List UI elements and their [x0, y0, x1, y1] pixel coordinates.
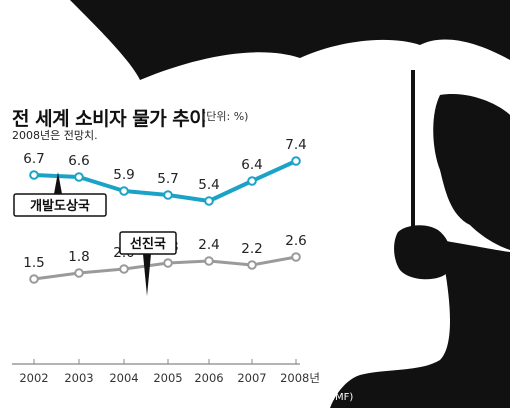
x-tick-label-2008년: 2008년	[280, 371, 320, 385]
data-point-1-4	[204, 256, 214, 266]
data-point-0-6	[291, 156, 301, 166]
person-hand	[394, 225, 452, 280]
developing-label-pointer	[54, 172, 62, 194]
umbrella-shaft	[411, 70, 415, 270]
data-point-0-4	[204, 196, 214, 206]
developing-series-name: 개발도상국	[30, 198, 90, 214]
developing-label-box	[13, 193, 107, 217]
data-label-0-0: 6.7	[23, 151, 44, 167]
forecast-note: 2008년은 전망치.	[12, 129, 98, 142]
data-label-0-2: 5.9	[113, 167, 134, 183]
data-label-1-0: 1.5	[23, 255, 44, 271]
x-tick-label-2004: 2004	[109, 371, 138, 385]
data-label-1-6: 2.6	[285, 233, 306, 249]
x-tick-label-2007: 2007	[237, 371, 266, 385]
umbrella-canopy	[70, 0, 510, 80]
x-tick-label-2002: 2002	[19, 371, 48, 385]
data-label-1-4: 2.4	[198, 237, 219, 253]
person-body	[330, 240, 510, 408]
data-label-1-1: 1.8	[68, 249, 89, 265]
data-point-0-1	[74, 172, 84, 182]
data-label-0-6: 7.4	[285, 137, 306, 153]
data-point-1-0	[29, 274, 39, 284]
data-point-0-3	[163, 190, 173, 200]
x-tick-label-2003: 2003	[64, 371, 93, 385]
data-label-0-5: 6.4	[241, 157, 262, 173]
data-point-1-2	[119, 264, 129, 274]
data-point-1-5	[247, 260, 257, 270]
data-label-0-3: 5.7	[157, 171, 178, 187]
chart-title: 전 세계 소비자 물가 추이	[12, 108, 207, 130]
data-point-1-3	[163, 258, 173, 268]
data-point-1-1	[74, 268, 84, 278]
advanced-label-pointer	[143, 254, 151, 296]
x-tick-label-2005: 2005	[153, 371, 182, 385]
x-tick-label-2006: 2006	[194, 371, 223, 385]
person-head	[433, 94, 510, 250]
data-point-0-0	[29, 170, 39, 180]
data-point-0-5	[247, 176, 257, 186]
data-label-0-1: 6.6	[68, 153, 89, 169]
data-point-0-2	[119, 186, 129, 196]
source-note: 자료: 국제통화기금(IMF)	[248, 392, 354, 403]
unit-note: (단위: %)	[202, 110, 249, 123]
data-label-1-5: 2.2	[241, 241, 262, 257]
data-label-0-4: 5.4	[198, 177, 219, 193]
advanced-series-name: 선진국	[130, 236, 166, 252]
data-point-1-6	[291, 252, 301, 262]
